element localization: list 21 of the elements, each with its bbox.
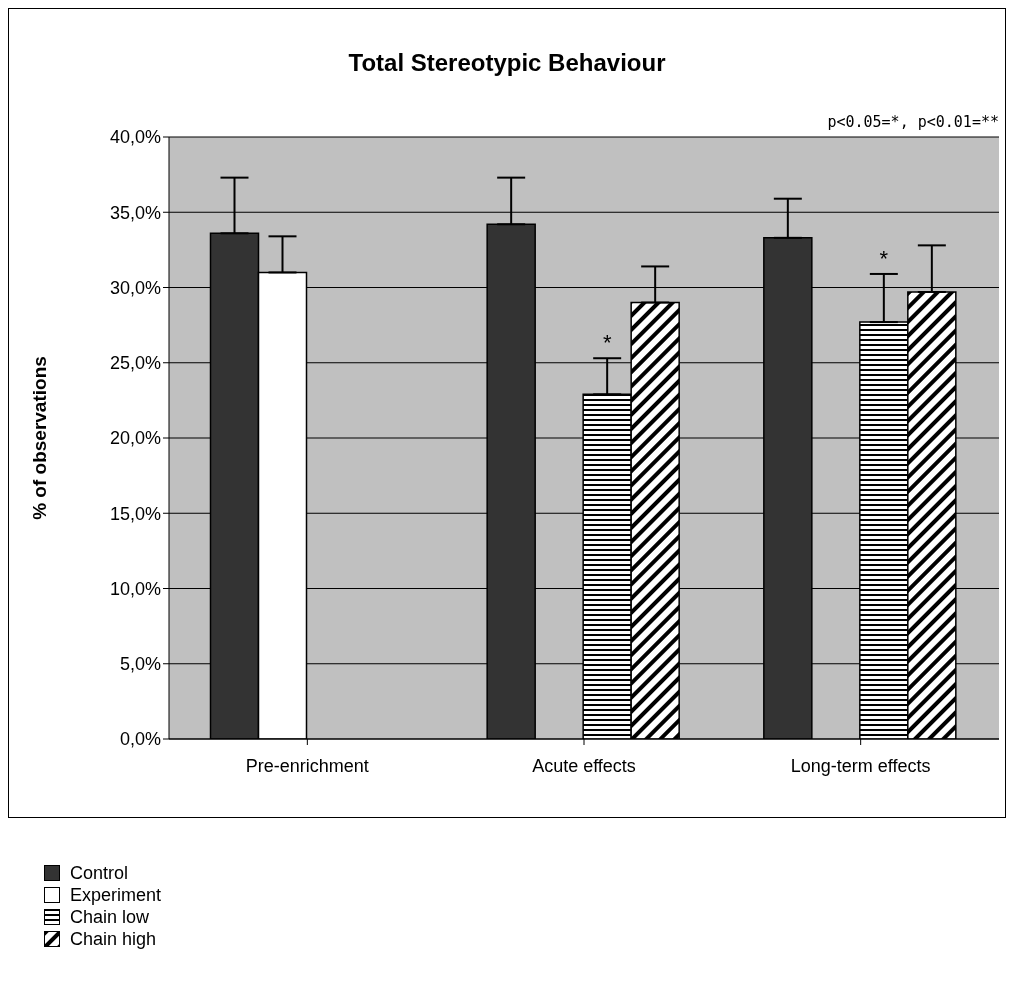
text: p<0.05=*, p<0.01=** [827, 113, 999, 131]
y-tick-label: 35,0% [109, 202, 161, 223]
data-label: * [602, 330, 612, 356]
legend-label: Experiment [70, 884, 162, 906]
legend-label: Chain high [70, 928, 157, 950]
y-tick-label: 0,0% [119, 729, 161, 750]
y-tick-label: 10,0% [109, 578, 161, 599]
y-tick-label: 25,0% [109, 353, 161, 374]
x-tick-label: Pre-enrichment [245, 755, 369, 776]
y-tick-label: 30,0% [109, 277, 161, 298]
y-tick-label: 20,0% [109, 428, 161, 449]
y-axis-title: % of observations [28, 356, 50, 520]
x-tick-label: Long-term effects [790, 755, 931, 776]
chart-title: Total Stereotypic Behaviour [347, 49, 667, 77]
legend-label: Chain low [70, 906, 150, 928]
y-tick-label: 5,0% [119, 654, 161, 675]
y-tick-label: 40,0% [109, 127, 161, 148]
data-label: * [879, 245, 889, 271]
x-tick-label: Acute effects [532, 755, 636, 776]
legend-label: Control [70, 862, 129, 884]
y-tick-label: 15,0% [109, 503, 161, 524]
